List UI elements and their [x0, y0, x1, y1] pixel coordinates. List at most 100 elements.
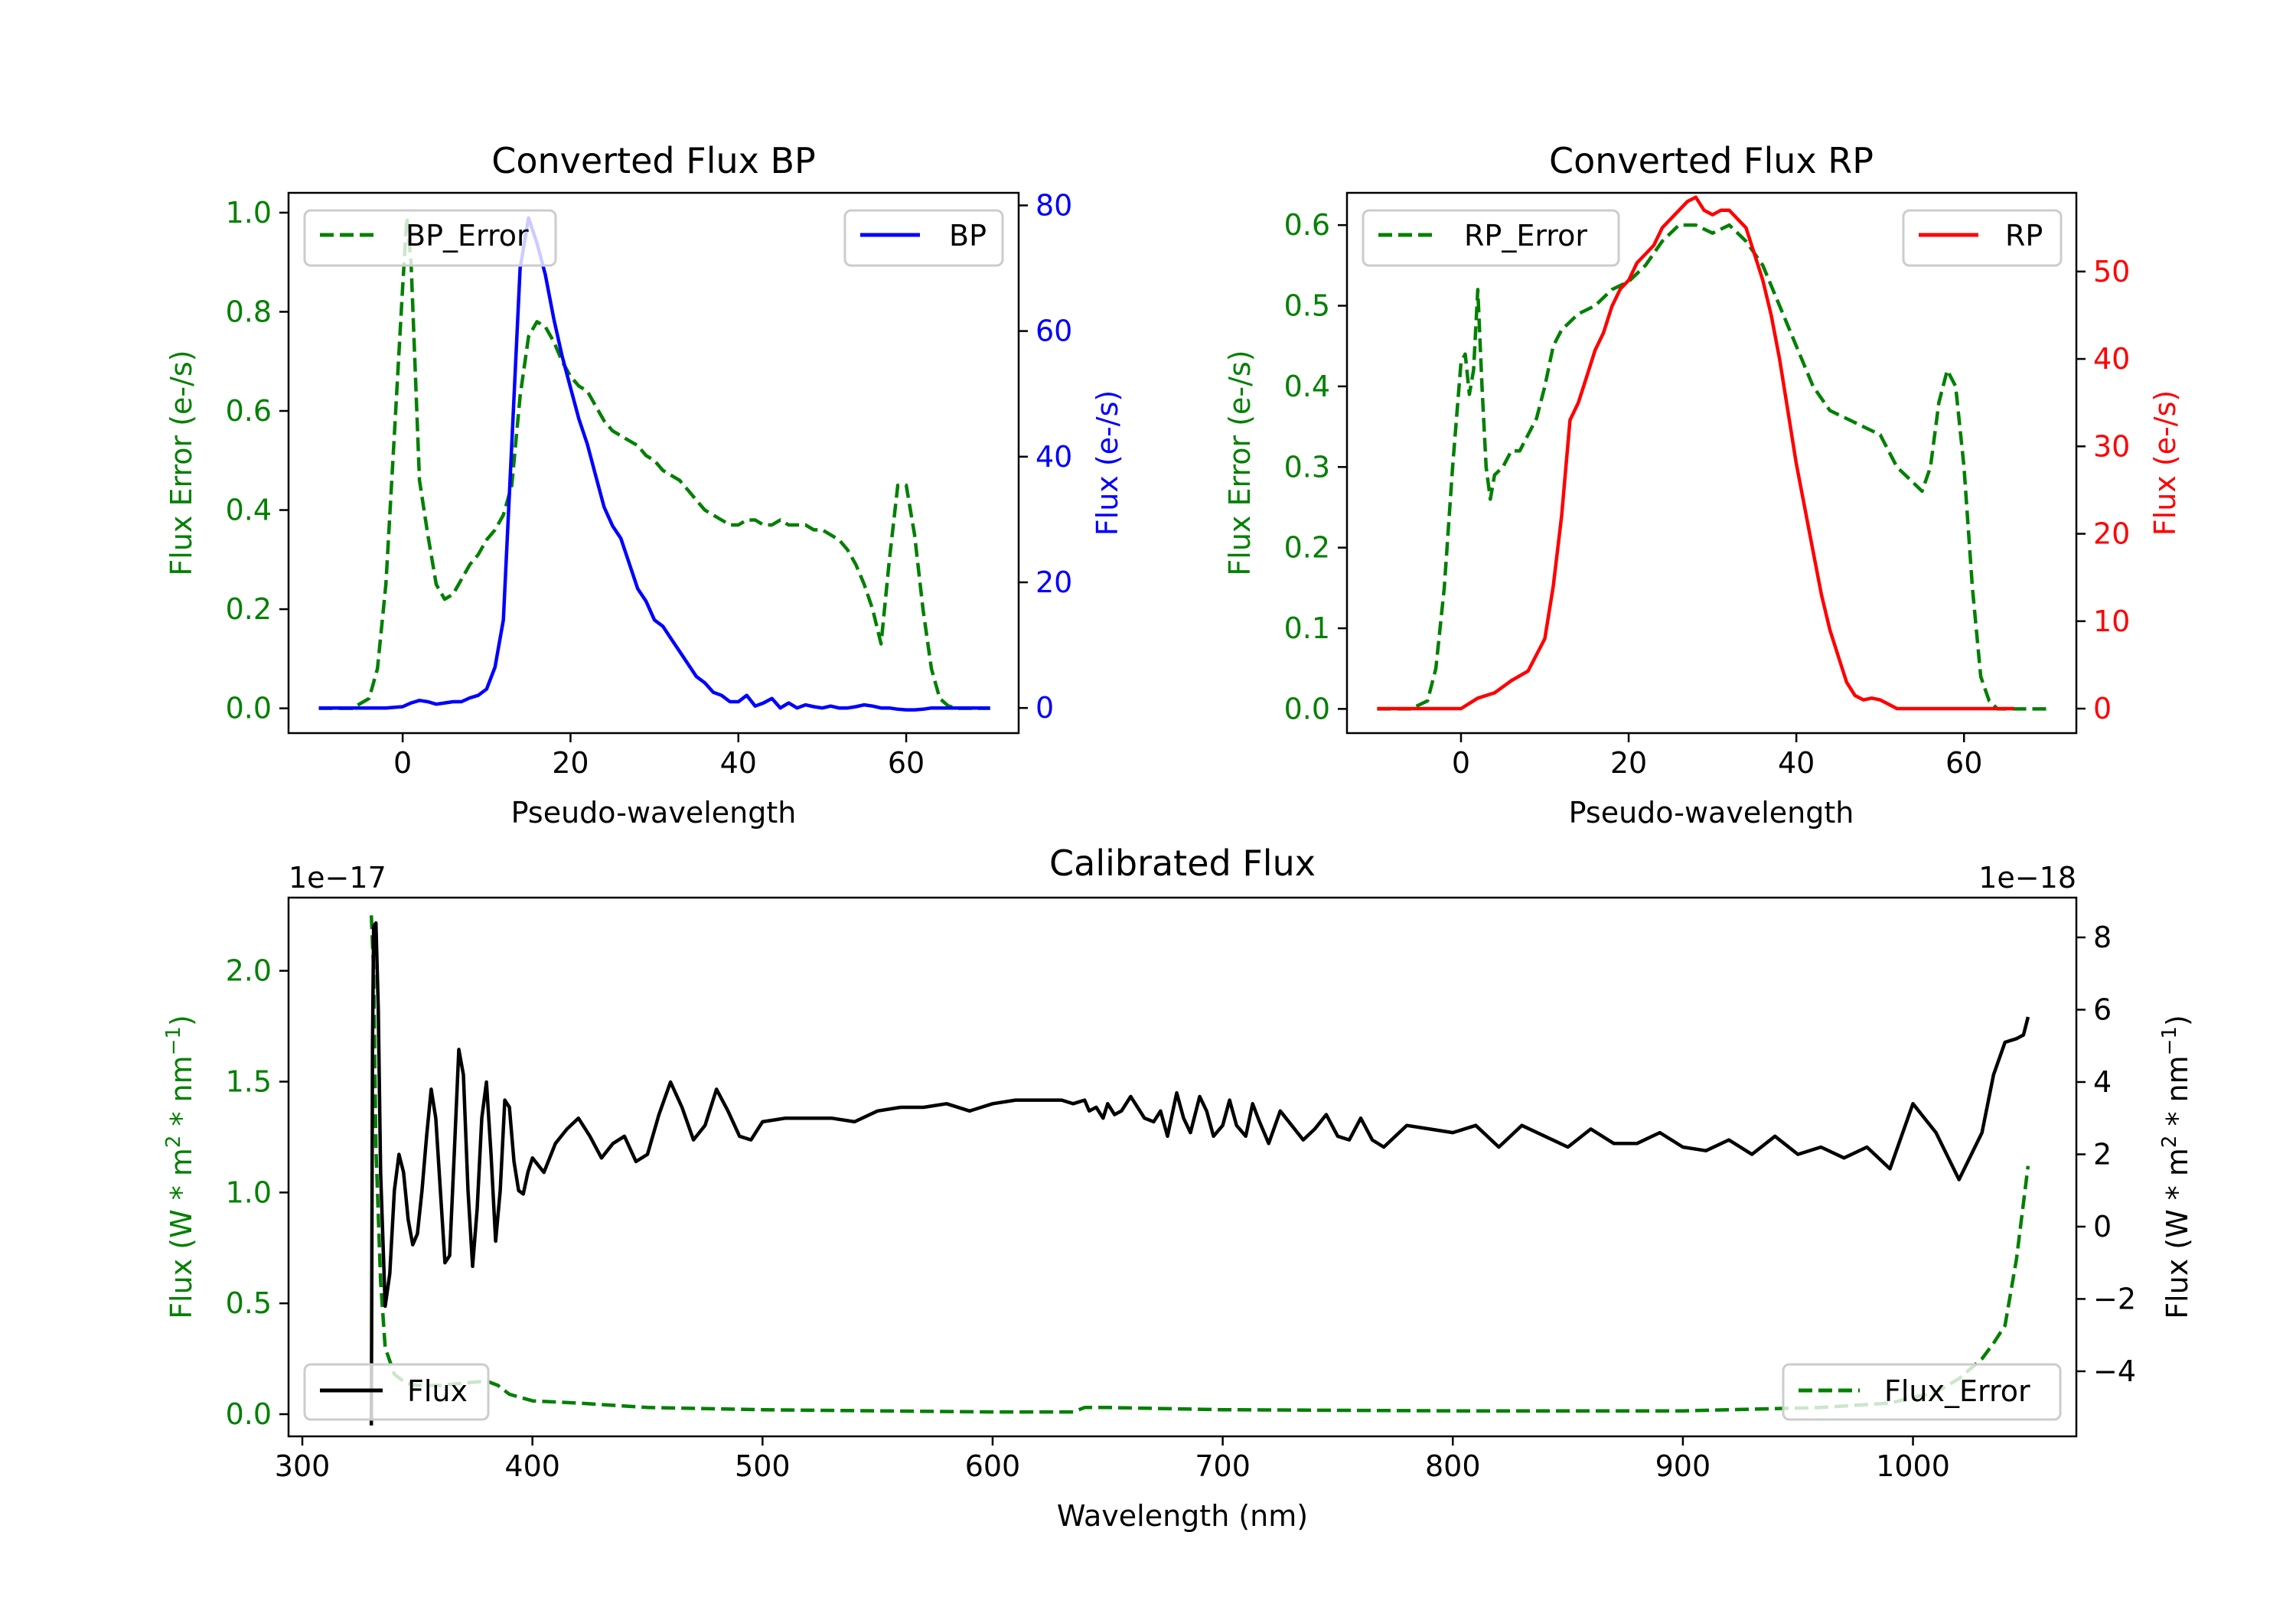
rp-left-axis-label: Flux Error (e-/s) — [1223, 350, 1257, 575]
calibrated-x-tick-label: 700 — [1195, 1449, 1251, 1483]
bp-legend-flux-box — [843, 209, 1004, 267]
bp-left-y-tick-label: 0.6 — [226, 394, 272, 428]
bp-series-bp — [318, 216, 990, 712]
rp-right-y-tick-label: 20 — [2093, 517, 2130, 551]
rp-right-axis-label: Flux (e-/s) — [2148, 390, 2182, 536]
rp-legend-error-box — [1362, 209, 1620, 267]
rp-x-tick-label: 60 — [1945, 746, 1982, 780]
calibrated-right-y-tick-label: −4 — [2093, 1354, 2136, 1388]
bp-x-tick-label: 60 — [888, 746, 925, 780]
rp-x-tick-label: 0 — [1452, 746, 1470, 780]
calibrated-legend-flux-box — [303, 1363, 490, 1421]
rp-left-y-tick-label: 0.2 — [1284, 531, 1330, 565]
bp-right-axis-label: Flux (e-/s) — [1091, 390, 1124, 536]
calibrated-right-y-tick-label: 2 — [2093, 1137, 2112, 1171]
calibrated-legend-error: Flux_Error — [1782, 1363, 2062, 1421]
rp-ticks: 0 20 40 60 0.0 0.1 0.2 0.3 0.4 0.5 0.6 0 10 20 30 40 50 — [1284, 208, 2131, 780]
rp-axes-frame — [1345, 191, 2078, 735]
rp-legend-error: RP_Error — [1362, 209, 1620, 267]
bp-left-y-tick-label: 0.0 — [226, 692, 272, 725]
bp-left-y-tick-label: 0.4 — [226, 494, 272, 527]
rp-series-rp — [1377, 195, 2014, 711]
bp-legend-flux: BP — [843, 209, 1004, 267]
calibrated-legend-flux: Flux — [303, 1363, 490, 1421]
bp-left-axis-label: Flux Error (e-/s) — [165, 350, 198, 575]
calibrated-right-y-tick-label: 4 — [2093, 1065, 2112, 1099]
bp-x-tick-label: 0 — [393, 746, 412, 780]
calibrated-right-y-tick-label: −2 — [2093, 1282, 2136, 1315]
bp-ticks: 0 20 40 60 0.0 0.2 0.4 0.6 0.8 1.0 0 20 40 60 80 — [226, 188, 1073, 780]
rp-legend-flux-box — [1902, 209, 2063, 267]
calibrated-x-tick-label: 1000 — [1876, 1449, 1950, 1483]
calibrated-panel: Calibrated Flux 1e−17 1e−18 300 400 500 600… — [162, 843, 2194, 1533]
calibrated-right-y-tick-label: 0 — [2093, 1210, 2112, 1244]
rp-right-y-tick-label: 30 — [2093, 429, 2130, 463]
calibrated-right-axis-label: Flux (W * m2 * nm−1) — [2158, 1015, 2194, 1319]
rp-legend-flux-label: RP — [2005, 219, 2043, 253]
bp-legend-flux-label: BP — [949, 219, 987, 253]
calibrated-x-tick-label: 500 — [735, 1449, 791, 1483]
bp-right-y-tick-label: 40 — [1035, 440, 1072, 474]
rp-title: Converted Flux RP — [1549, 140, 1874, 181]
calibrated-legend-error-label: Flux_Error — [1884, 1374, 2030, 1408]
calibrated-x-tick-label: 600 — [965, 1449, 1021, 1483]
bp-legend-error: BP_Error — [303, 209, 557, 267]
bp-series-bp-error — [318, 216, 990, 710]
rp-x-tick-label: 20 — [1610, 746, 1647, 780]
calibrated-right-y-tick-label: 8 — [2093, 921, 2112, 954]
calibrated-left-axis-label: Flux (W * m2 * nm−1) — [162, 1015, 198, 1319]
bp-x-tick-label: 40 — [720, 746, 757, 780]
rp-legend-error-label: RP_Error — [1464, 219, 1587, 253]
bp-right-y-tick-label: 80 — [1035, 188, 1072, 222]
calibrated-left-y-tick-label: 1.5 — [226, 1064, 272, 1098]
bp-right-y-tick-label: 0 — [1035, 691, 1054, 725]
calibrated-x-tick-label: 300 — [275, 1449, 331, 1483]
rp-left-y-tick-label: 0.0 — [1284, 692, 1330, 725]
calibrated-left-y-tick-label: 2.0 — [226, 954, 272, 988]
bp-right-y-tick-label: 60 — [1035, 315, 1072, 348]
calibrated-left-offset-text: 1e−17 — [289, 861, 386, 895]
calibrated-x-tick-label: 400 — [504, 1449, 560, 1483]
bp-left-y-tick-label: 0.2 — [226, 592, 272, 626]
bp-left-y-tick-label: 1.0 — [226, 196, 272, 230]
rp-left-y-tick-label: 0.4 — [1284, 370, 1330, 403]
bp-left-y-tick-label: 0.8 — [226, 295, 272, 328]
rp-plot-area — [1377, 195, 2048, 711]
rp-right-y-tick-label: 0 — [2093, 692, 2112, 725]
rp-left-y-tick-label: 0.6 — [1284, 208, 1330, 242]
calibrated-x-tick-label: 800 — [1425, 1449, 1481, 1483]
rp-left-y-tick-label: 0.3 — [1284, 450, 1330, 484]
rp-series-rp-error — [1377, 223, 2048, 711]
rp-panel: Converted Flux RP 0 20 40 60 0.0 0.1 0.2 0.3 0.4… — [1223, 140, 2182, 830]
rp-right-y-tick-label: 50 — [2093, 255, 2130, 288]
bp-x-tick-label: 20 — [552, 746, 589, 780]
calibrated-title: Calibrated Flux — [1049, 843, 1316, 884]
calibrated-right-offset-text: 1e−18 — [1978, 861, 2076, 895]
rp-right-y-tick-label: 10 — [2093, 605, 2130, 638]
calibrated-legend-flux-label: Flux — [407, 1374, 468, 1408]
calibrated-axes-frame — [287, 896, 2078, 1438]
calibrated-x-tick-label: 900 — [1655, 1449, 1711, 1483]
calibrated-ticks: 300 400 500 600 700 800 900 1000 0.0 0.5 1.0 1.5 2.0… — [226, 921, 2136, 1483]
bp-legend-error-label: BP_Error — [406, 219, 529, 253]
bp-right-y-tick-label: 20 — [1035, 566, 1072, 599]
calibrated-left-y-tick-label: 0.5 — [226, 1286, 272, 1320]
calibrated-left-y-tick-label: 1.0 — [226, 1175, 272, 1209]
calibrated-series-flux — [369, 921, 2030, 1426]
bp-plot-area — [318, 216, 990, 712]
rp-left-y-tick-label: 0.5 — [1284, 289, 1330, 323]
rp-left-y-tick-label: 0.1 — [1284, 611, 1330, 645]
calibrated-x-axis-label: Wavelength (nm) — [1057, 1499, 1308, 1533]
rp-right-y-tick-label: 40 — [2093, 342, 2130, 376]
bp-x-axis-label: Pseudo-wavelength — [511, 796, 797, 830]
rp-legend-flux: RP — [1902, 209, 2063, 267]
bp-panel: Converted Flux BP 0 20 40 60 0.0 0.2 0.4 0.6 0.8… — [165, 140, 1124, 830]
calibrated-legend-error-box — [1782, 1363, 2062, 1421]
rp-x-axis-label: Pseudo-wavelength — [1569, 796, 1854, 830]
calibrated-left-y-tick-label: 0.0 — [226, 1397, 272, 1431]
rp-x-tick-label: 40 — [1778, 746, 1815, 780]
bp-axes-frame — [287, 191, 1020, 735]
bp-legend-error-box — [303, 209, 557, 267]
